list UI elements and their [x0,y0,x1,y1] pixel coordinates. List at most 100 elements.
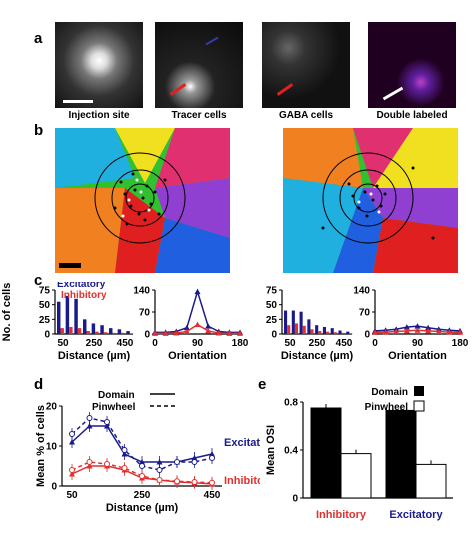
x-axis-label: Orientation [388,350,447,362]
bar-excitatory [307,319,311,334]
y-tick-label: 25 [39,315,51,326]
bar-excitatory [126,331,130,334]
bar-domain [385,409,417,499]
bar-excitatory [322,326,326,334]
x-tick-label: 90 [192,338,204,349]
point-inhibitory [226,330,233,336]
bar-inhibitory [112,332,116,334]
x-tick-label: 450 [204,490,221,501]
point-excitatory [403,324,410,330]
y-tick-label: 0.4 [284,446,298,457]
point-excitatory [209,455,215,461]
point-inhibitory [183,328,190,334]
legend-pinwheel-swatch [413,400,425,412]
point-excitatory [104,419,110,425]
point-excitatory [174,459,180,465]
point-inhibitory [205,327,212,334]
x-tick-label: 180 [232,338,249,349]
bar-inhibitory [129,333,134,334]
bar-inhibitory [86,331,90,334]
caption-injection-site: Injection site [68,110,130,121]
y-tick-label: 70 [359,308,371,319]
bar-excitatory [100,325,104,334]
category-label: Excitatory [389,509,443,521]
panel-label-c: c [34,272,43,289]
point-excitatory [156,467,163,473]
point-inhibitory [393,328,400,334]
point-inhibitory [104,461,110,467]
panel-label-e: e [258,376,267,393]
point-inhibitory [156,477,163,483]
y-tick-label: 50 [39,300,51,311]
point-excitatory [183,324,190,331]
y-tick-label: 0 [271,330,277,341]
point-inhibitory [372,329,378,335]
red-arrow-icon [169,83,187,96]
bar-inhibitory [294,323,298,334]
bar-excitatory [83,319,87,334]
bar-inhibitory [77,328,82,334]
bar-excitatory [291,310,295,334]
x-tick-label: 450 [117,338,134,349]
point-excitatory [69,439,75,445]
chart-e-mean-osi: 0 0.4 0.8 Inhibitory Excitatory Mean OSI Domai… [265,386,453,521]
label-inhibitory: Inhibitory [224,475,260,487]
point-inhibitory [194,321,201,328]
x-tick-label: 50 [66,490,78,501]
bar-inhibitory [121,332,125,334]
x-tick-label: 50 [57,338,69,349]
x-tick-label: 250 [86,338,103,349]
point-excitatory [414,323,421,329]
point-excitatory [139,463,145,469]
y-tick-label: 0.8 [284,398,298,409]
bar-excitatory [299,311,303,334]
point-inhibitory [403,327,410,334]
legend-inhibitory: Inhibitory [61,290,107,301]
bar-domain [310,407,342,499]
point-inhibitory [435,328,442,334]
bar-excitatory [330,328,334,334]
point-inhibitory [139,473,145,479]
legend-domain-swatch [414,386,424,396]
bar-excitatory [74,298,78,334]
x-tick-label: 50 [284,338,296,349]
point-inhibitory [425,327,432,334]
x-axis-label: Orientation [168,350,227,362]
white-arrow-icon [382,86,404,101]
point-inhibitory [414,327,421,333]
bar-inhibitory [69,326,73,334]
point-inhibitory [215,330,222,336]
category-label: Inhibitory [316,509,367,521]
x-axis-label: Distance (µm) [106,502,179,514]
bar-excitatory [346,331,350,334]
bar-inhibitory [333,332,337,334]
x-axis-label: Distance (µm) [281,350,354,362]
label-excitatory: Excitatory [224,437,260,449]
point-excitatory [121,447,128,453]
y-tick-label: 0 [292,494,298,505]
chart-d-mean-percent: 0 10 20 50 250 450 Distance (µm) Mean % of cell… [35,390,260,514]
y-tick-label: 75 [39,286,51,297]
point-inhibitory [121,465,128,471]
bar-excitatory [65,295,70,334]
x-tick-label: 90 [412,338,424,349]
scale-bar [63,100,93,103]
point-inhibitory [457,329,463,335]
legend-pinwheel: Pinwheel [365,402,409,413]
blue-arrow-icon [205,36,219,46]
point-excitatory [194,288,201,295]
point-inhibitory [174,478,180,485]
y-tick-label: 0 [144,330,150,341]
bar-inhibitory [60,328,64,334]
x-tick-label: 180 [452,338,469,349]
point-inhibitory [237,330,243,336]
bar-inhibitory [287,325,291,334]
x-tick-label: 450 [336,338,353,349]
y-tick-label: 50 [266,300,278,311]
y-tick-label: 75 [266,286,278,297]
bar-inhibitory [349,333,353,334]
line-inhibitory-dashed [71,461,213,484]
gaba-cells-image [262,22,350,108]
orientation-map-right [283,128,458,273]
